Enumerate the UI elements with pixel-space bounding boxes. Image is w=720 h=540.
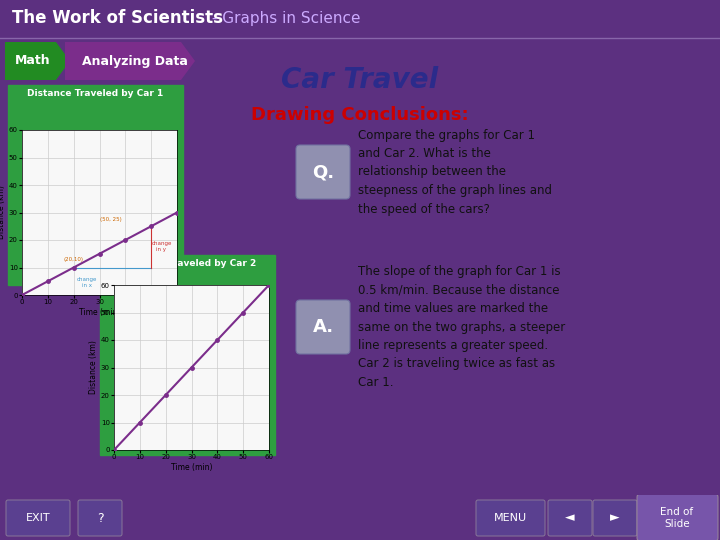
Text: change
in x: change in x [76, 277, 96, 288]
Text: The Work of Scientists: The Work of Scientists [12, 9, 223, 27]
Text: (20,10): (20,10) [63, 256, 84, 261]
Text: EXIT: EXIT [26, 513, 50, 523]
Y-axis label: Distance (km): Distance (km) [0, 186, 6, 239]
FancyBboxPatch shape [8, 85, 183, 285]
Text: End of
Slide: End of Slide [660, 507, 693, 529]
Text: Compare the graphs for Car 1
and Car 2. What is the
relationship between the
ste: Compare the graphs for Car 1 and Car 2. … [358, 129, 552, 215]
Text: ►: ► [610, 511, 620, 524]
FancyBboxPatch shape [100, 255, 275, 455]
Text: Car Travel: Car Travel [282, 66, 438, 94]
FancyArrow shape [5, 42, 70, 80]
FancyBboxPatch shape [78, 500, 122, 536]
FancyArrow shape [65, 42, 195, 80]
Text: Math: Math [15, 55, 51, 68]
X-axis label: Time (min): Time (min) [171, 463, 212, 472]
FancyBboxPatch shape [6, 500, 70, 536]
Text: MENU: MENU [494, 513, 527, 523]
Y-axis label: Distance (km): Distance (km) [89, 341, 98, 394]
FancyBboxPatch shape [593, 500, 637, 536]
Text: Distance Traveled by Car 1: Distance Traveled by Car 1 [27, 89, 163, 98]
Text: - Graphs in Science: - Graphs in Science [207, 10, 361, 25]
FancyBboxPatch shape [296, 145, 350, 199]
FancyBboxPatch shape [476, 500, 545, 536]
Text: ◄: ◄ [565, 511, 575, 524]
Text: ?: ? [96, 511, 103, 524]
Text: Distance Traveled by Car 2: Distance Traveled by Car 2 [120, 259, 256, 267]
Text: Q.: Q. [312, 163, 334, 181]
FancyBboxPatch shape [296, 300, 350, 354]
Text: (50, 25): (50, 25) [99, 217, 121, 222]
Text: The slope of the graph for Car 1 is
0.5 km/min. Because the distance
and time va: The slope of the graph for Car 1 is 0.5 … [358, 265, 565, 389]
FancyBboxPatch shape [637, 494, 718, 540]
Text: Drawing Conclusions:: Drawing Conclusions: [251, 106, 469, 124]
Text: Analyzing Data: Analyzing Data [82, 55, 188, 68]
Text: change
in y: change in y [151, 241, 171, 252]
X-axis label: Time (min): Time (min) [78, 308, 120, 317]
Text: A.: A. [312, 318, 333, 336]
FancyBboxPatch shape [548, 500, 592, 536]
